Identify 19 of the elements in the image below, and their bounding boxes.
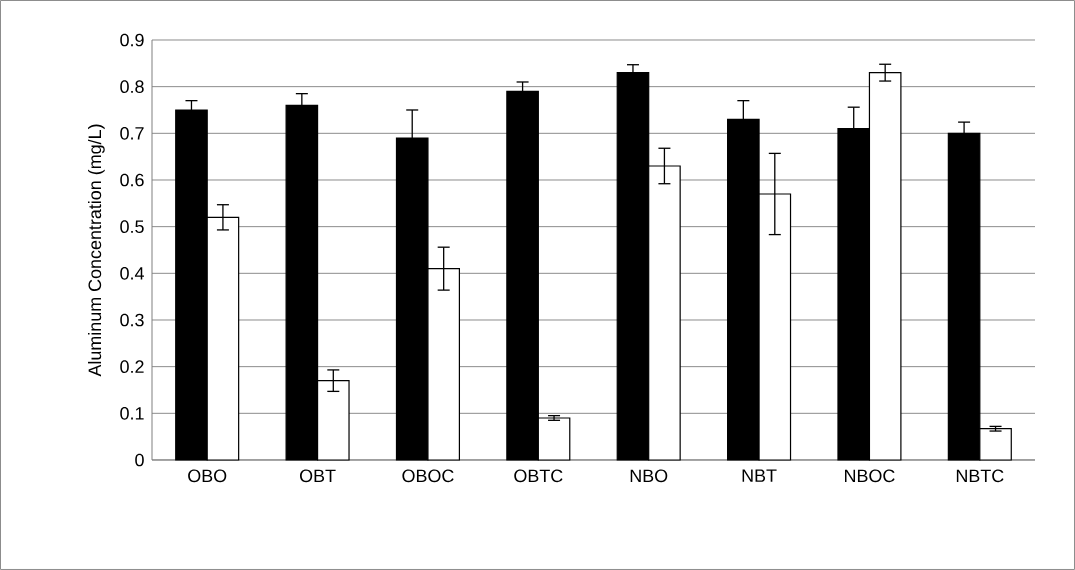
x-tick-label: OBT [299,469,336,483]
x-tick-label: NBT [742,469,777,482]
y-tick-label: 0.8 [120,80,144,93]
x-tick-label: OBOC [402,469,454,483]
y-tick-label: 0.4 [120,266,144,280]
y-tick-label: 0.1 [120,406,144,420]
x-tick-label: NBOC [845,469,895,483]
x-tick-label: NBTC [956,469,1004,483]
y-axis-title: Aluminum Concentration (mg/L) [88,124,105,377]
y-tick-label: 0.3 [120,313,144,327]
y-tick-label: 0.7 [120,126,144,140]
x-tick-label: NBO [630,469,668,483]
y-tick-label: 0 [135,453,144,467]
x-tick-label: OBO [188,469,227,483]
y-tick-label: 0.5 [120,220,144,233]
y-tick-label: 0.9 [120,33,144,47]
y-tick-label: 0.2 [120,360,144,373]
x-tick-label: OBTC [514,469,563,483]
y-tick-label: 0.6 [120,173,144,187]
